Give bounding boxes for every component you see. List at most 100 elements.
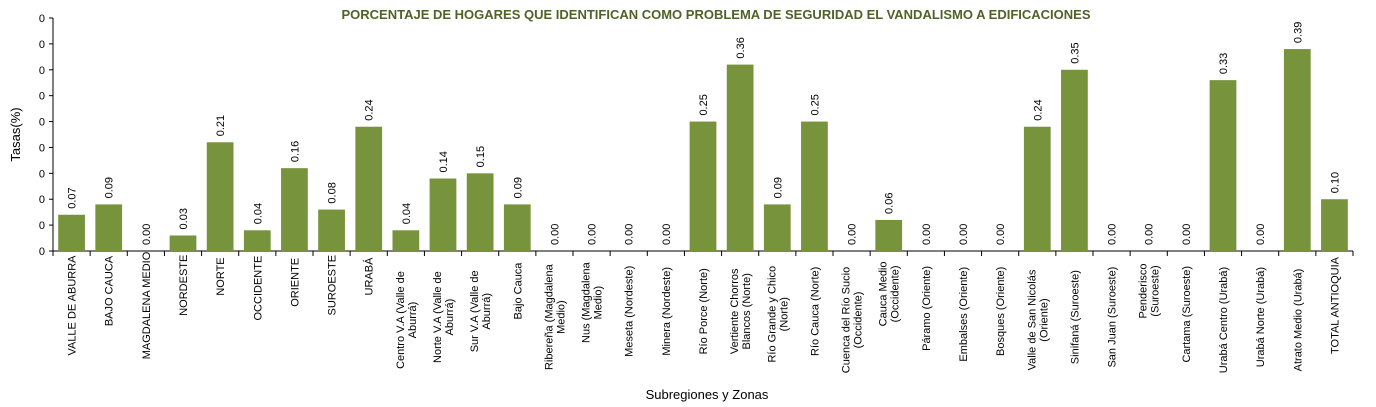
category-label: Embalses (Oriente) — [958, 267, 970, 362]
data-label: 0.24 — [1032, 99, 1044, 120]
data-label: 0.00 — [1181, 224, 1193, 245]
data-label: 0.09 — [772, 177, 784, 198]
bar — [875, 219, 903, 251]
category-label: Cauca Medio(Occidente) — [878, 261, 902, 326]
bar — [243, 230, 271, 251]
category-label: Vertiente ChorrosBlancos (Norte) — [729, 268, 753, 354]
data-label: 0.04 — [252, 203, 264, 224]
data-label: 0.24 — [364, 99, 376, 120]
y-tick-label: 0 — [39, 168, 45, 180]
category-label: Ribereña (MagdalenaMedio) — [543, 263, 567, 370]
category-label: Minera (Nordeste) — [661, 267, 673, 356]
category-label: Nus (MagdalenaMedio) — [581, 261, 605, 343]
y-tick-label: 0 — [39, 142, 45, 154]
bar — [429, 178, 457, 251]
category-label: Bajo Cauca — [512, 262, 524, 320]
data-label: 0.25 — [809, 94, 821, 115]
data-label: 0.00 — [1144, 224, 1156, 245]
category-label: Urabá Centro (Urabá) — [1218, 267, 1230, 373]
data-label: 0.14 — [438, 151, 450, 172]
bar — [318, 209, 345, 251]
category-label: Atrato Medio (Urabá) — [1292, 269, 1304, 372]
x-axis — [52, 250, 1354, 256]
category-label: OCCIDENTE — [252, 256, 264, 321]
data-label: 0.16 — [289, 141, 301, 162]
data-labels: 0.07 0.09 0.00 0.03 0.21 0.04 0.16 0.08 0.24 0.04… — [67, 22, 1342, 245]
bar — [206, 142, 234, 251]
y-tick-label: 0 — [39, 65, 45, 77]
x-axis-title: Subregiones y Zonas — [646, 387, 769, 402]
data-label: 0.00 — [995, 224, 1007, 245]
y-tick-label: 0 — [39, 194, 45, 206]
data-label: 0.03 — [178, 208, 190, 229]
data-label: 0.00 — [587, 224, 599, 245]
category-label: VALLE DE ABURRA — [67, 255, 79, 356]
data-label: 0.09 — [512, 177, 524, 198]
category-label: Sinifaná (Suroeste) — [1069, 270, 1081, 364]
category-label: TOTAL ANTIOQUIA — [1329, 256, 1341, 354]
category-label: BAJO CAUCA — [104, 255, 116, 326]
bar-series — [58, 49, 1348, 252]
data-label: 0.04 — [401, 203, 413, 224]
data-label: 0.25 — [698, 94, 710, 115]
category-label: MAGDALENA MEDIO — [141, 251, 153, 359]
bar — [392, 230, 420, 251]
category-labels: VALLE DE ABURRA BAJO CAUCA MAGDALENA MEDIO… — [67, 251, 1342, 373]
data-label: 0.35 — [1069, 42, 1081, 63]
bar — [1321, 199, 1348, 251]
data-label: 0.00 — [1107, 224, 1119, 245]
category-label: SUROESTE — [327, 255, 339, 316]
data-label: 0.00 — [847, 224, 859, 245]
data-label: 0.33 — [1218, 53, 1230, 74]
data-label: 0.21 — [215, 115, 227, 136]
data-label: 0.39 — [1292, 22, 1304, 43]
bar — [466, 173, 494, 251]
data-label: 0.00 — [921, 224, 933, 245]
bar — [689, 121, 717, 251]
category-label: Valle de San Nicolás(Oriente) — [1026, 269, 1050, 370]
data-label: 0.09 — [104, 177, 116, 198]
y-tick-label: 0 — [39, 39, 45, 51]
bar — [95, 204, 123, 251]
category-label: Cuenca del Río Sucio(Occidente) — [841, 267, 865, 373]
category-label: Norte V.A (Valle deAburrá) — [432, 271, 456, 363]
bar — [1209, 80, 1237, 251]
data-label: 0.00 — [549, 224, 561, 245]
data-label: 0.00 — [141, 224, 153, 245]
chart-title: PORCENTAJE DE HOGARES QUE IDENTIFICAN CO… — [342, 7, 1091, 22]
category-label: Río Cauca (Norte) — [809, 267, 821, 356]
data-label: 0.00 — [624, 224, 636, 245]
bar — [58, 214, 85, 251]
data-label: 0.00 — [958, 224, 970, 245]
bar — [763, 204, 791, 251]
category-label: Sur V.A (Valle deAburrá) — [469, 270, 493, 352]
y-tick-label: 0 — [39, 246, 45, 258]
data-label: 0.36 — [735, 37, 747, 58]
category-label: Penderisco(Suroeste) — [1138, 263, 1162, 318]
data-label: 0.07 — [67, 187, 79, 208]
y-axis: 0 0 0 0 0 0 0 0 0 0 — [39, 13, 54, 258]
category-label: Río Porce (Norte) — [698, 268, 710, 354]
category-label: NORTE — [215, 257, 227, 295]
bar — [726, 64, 754, 251]
bar — [1023, 126, 1051, 251]
category-label: Bosques (Oriente) — [995, 267, 1007, 356]
category-label: Río Grande y Chico(Norte) — [766, 266, 790, 363]
bar — [281, 168, 308, 251]
y-tick-label: 0 — [39, 91, 45, 103]
bar — [169, 235, 197, 251]
data-label: 0.15 — [475, 146, 487, 167]
category-label: Centro V.A (Valle deAburrá) — [395, 271, 419, 369]
bar — [1061, 69, 1088, 252]
category-label: Cartama (Suroeste) — [1181, 266, 1193, 363]
bar — [1283, 49, 1311, 251]
category-label: URABÁ — [363, 257, 376, 296]
bar — [801, 121, 828, 251]
category-label: Páramo (Oriente) — [921, 266, 933, 351]
bar — [503, 204, 531, 251]
data-label: 0.10 — [1329, 172, 1341, 193]
data-label: 0.00 — [1255, 224, 1267, 245]
category-label: Urabá Norte (Urabá) — [1255, 267, 1267, 367]
data-label: 0.00 — [661, 224, 673, 245]
y-tick-label: 0 — [39, 117, 45, 129]
